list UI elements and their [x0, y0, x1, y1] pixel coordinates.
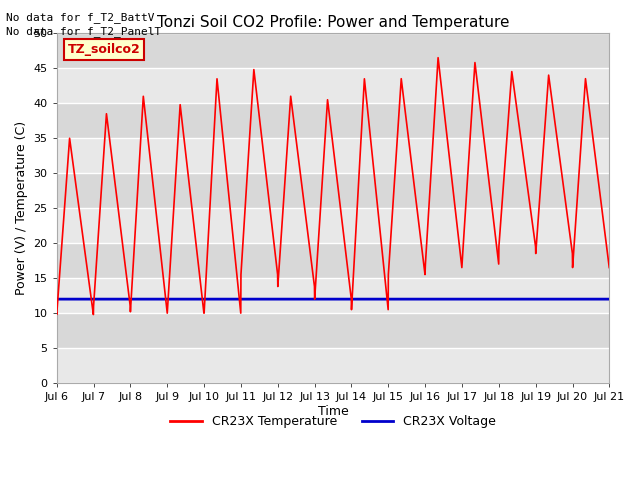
Bar — [57, 348, 609, 384]
Text: No data for f_T2_BattV: No data for f_T2_BattV — [6, 12, 155, 23]
Text: TZ_soilco2: TZ_soilco2 — [68, 43, 141, 56]
Title: Tonzi Soil CO2 Profile: Power and Temperature: Tonzi Soil CO2 Profile: Power and Temper… — [157, 15, 509, 30]
Bar — [57, 313, 609, 348]
Text: No data for f_T2_PanelT: No data for f_T2_PanelT — [6, 26, 162, 37]
Bar — [57, 278, 609, 313]
Bar — [57, 243, 609, 278]
X-axis label: Time: Time — [317, 405, 348, 418]
Bar — [57, 103, 609, 138]
Bar — [57, 68, 609, 103]
Bar — [57, 33, 609, 68]
Bar — [57, 173, 609, 208]
Bar — [57, 208, 609, 243]
Bar — [57, 138, 609, 173]
Y-axis label: Power (V) / Temperature (C): Power (V) / Temperature (C) — [15, 121, 28, 295]
Legend: CR23X Temperature, CR23X Voltage: CR23X Temperature, CR23X Voltage — [165, 410, 501, 433]
